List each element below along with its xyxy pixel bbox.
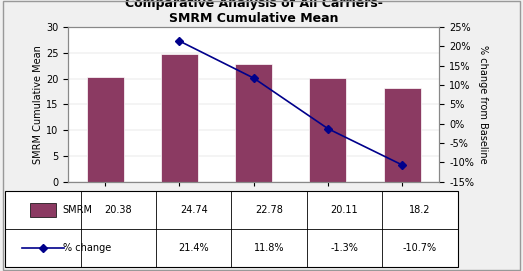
Bar (383, 88, 420, 182)
Bar (161, 54, 198, 182)
Text: SMRM: SMRM (63, 205, 93, 215)
Text: -10.7%: -10.7% (403, 243, 437, 253)
Text: 24.74: 24.74 (180, 205, 208, 215)
Text: 20.11: 20.11 (331, 205, 358, 215)
Title: Comparative Analysis of All Carriers-
SMRM Cumulative Mean: Comparative Analysis of All Carriers- SM… (124, 0, 383, 25)
Y-axis label: % change from Baseline: % change from Baseline (478, 45, 488, 164)
Bar (235, 64, 272, 182)
Bar (30, 203, 56, 217)
Bar (87, 77, 124, 182)
Text: 11.8%: 11.8% (254, 243, 285, 253)
Y-axis label: SMRM Cumulative Mean: SMRM Cumulative Mean (33, 45, 43, 164)
Text: 18.2: 18.2 (409, 205, 430, 215)
Text: -1.3%: -1.3% (331, 243, 358, 253)
Text: 21.4%: 21.4% (178, 243, 209, 253)
Text: 22.78: 22.78 (255, 205, 283, 215)
Bar (310, 78, 346, 182)
Bar (5, 191, 458, 267)
Text: % change: % change (63, 243, 111, 253)
Text: 20.38: 20.38 (105, 205, 132, 215)
